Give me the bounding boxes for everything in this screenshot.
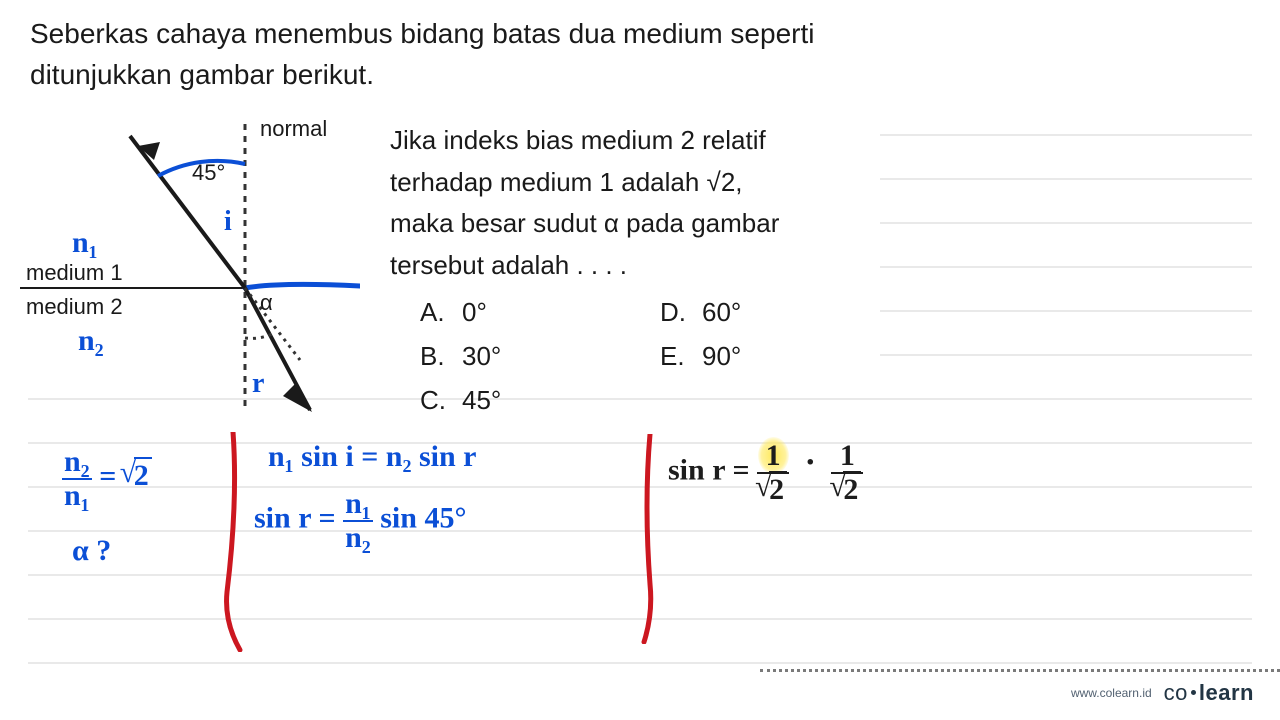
option-e: E.90°: [660, 334, 900, 378]
footer-brand-bold: learn: [1199, 680, 1254, 705]
option-d-value: 60°: [702, 297, 741, 327]
question-text: Seberkas cahaya menembus bidang batas du…: [30, 14, 1250, 95]
eq3-frac2-num: 1: [840, 440, 855, 472]
handwriting-work: n₂ n₁ = 2 α ? n₁ sin i = n₂ sin r sin r …: [0, 430, 1280, 720]
context-line2: terhadap medium 1 adalah √2,: [390, 162, 870, 204]
context-line1: Jika indeks bias medium 2 relatif: [390, 120, 870, 162]
footer: www.colearn.id colearn: [1071, 680, 1254, 706]
option-b: B.30°: [420, 334, 660, 378]
option-a: A.0°: [420, 290, 660, 334]
context-line3: maka besar sudut α pada gambar: [390, 203, 870, 245]
option-e-value: 90°: [702, 341, 741, 371]
option-a-value: 0°: [462, 297, 487, 327]
eq-sinr-den: n₂: [343, 520, 373, 554]
ask-alpha: α ?: [72, 534, 111, 568]
eq-sinr: sin r = n₁ n₂ sin 45°: [254, 488, 466, 553]
eq-sinr-num: n₁: [345, 488, 371, 520]
label-n1: n₁: [72, 226, 98, 260]
label-medium1: medium 1: [26, 260, 123, 286]
given-ratio: n₂ n₁ = 2: [62, 446, 152, 511]
given-ratio-den: n₁: [62, 478, 92, 512]
eq3-frac1-den: 2: [769, 471, 787, 506]
label-n2: n₂: [78, 324, 104, 358]
given-ratio-num: n₂: [64, 446, 90, 478]
eq-sinr-lhs: sin r =: [254, 501, 343, 534]
given-ratio-val: 2: [134, 457, 152, 492]
option-c-value: 45°: [462, 385, 501, 415]
red-divider-1: [218, 432, 248, 652]
footer-dotted-line: [760, 669, 1280, 672]
context-line4: tersebut adalah . . . .: [390, 245, 870, 287]
brand-dot-icon: [1191, 690, 1196, 695]
question-line1: Seberkas cahaya menembus bidang batas du…: [30, 18, 814, 49]
eq3-dot: ·: [797, 444, 824, 481]
eq-sinr-eval: sin r = 1 2 · 1 2: [668, 440, 863, 505]
eq3-lhs: sin r =: [668, 453, 757, 486]
red-divider-2: [636, 434, 662, 644]
refraction-diagram: normal 45° n₁ medium 1 medium 2 n₂ α i r: [20, 110, 360, 430]
label-medium2: medium 2: [26, 294, 123, 320]
answer-options: A.0° D.60° B.30° E.90° C.45°: [420, 290, 980, 423]
eq3-frac2-den: 2: [843, 471, 861, 506]
snell-law: n₁ sin i = n₂ sin r: [268, 440, 477, 474]
question-line2: ditunjukkan gambar berikut.: [30, 59, 374, 90]
option-c: C.45°: [420, 378, 660, 422]
label-r: r: [252, 368, 264, 400]
context-text: Jika indeks bias medium 2 relatif terhad…: [390, 120, 870, 286]
eq-sinr-tail: sin 45°: [380, 501, 466, 534]
footer-brand: colearn: [1164, 680, 1254, 706]
option-d: D.60°: [660, 290, 900, 334]
footer-brand-light: co: [1164, 680, 1188, 705]
label-i: i: [224, 206, 232, 238]
footer-url: www.colearn.id: [1071, 686, 1152, 700]
option-b-value: 30°: [462, 341, 501, 371]
eq3-frac1-num: 1: [758, 440, 789, 472]
label-normal: normal: [260, 116, 327, 142]
label-45deg: 45°: [192, 160, 225, 186]
label-alpha: α: [260, 290, 273, 316]
